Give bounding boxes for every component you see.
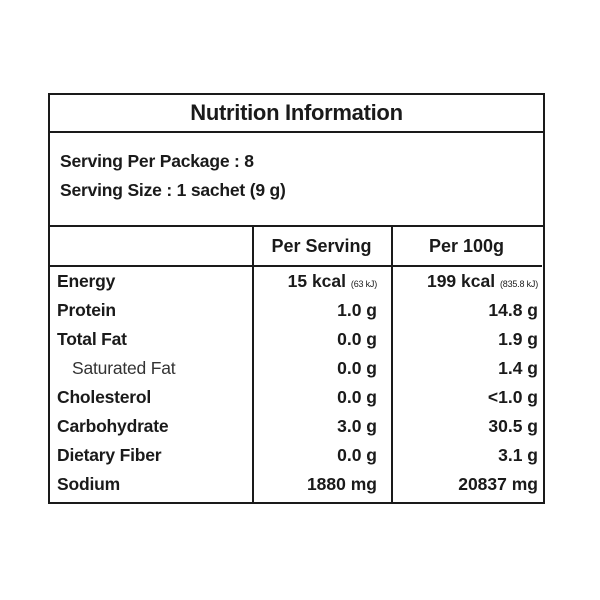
servings-per-package: Serving Per Package : 8 bbox=[60, 151, 254, 171]
column-divider bbox=[391, 227, 393, 502]
nutrient-name: Total Fat bbox=[57, 329, 127, 349]
per-100g-value: 1.9 g bbox=[498, 329, 538, 349]
table-row: Sodium 1880 mg 20837 mg bbox=[50, 470, 543, 499]
per-100g-value: 199 kcal (835.8 kJ) bbox=[426, 271, 538, 291]
per-serving-value: 3.0 g bbox=[337, 416, 377, 436]
per-100g-header: Per 100g bbox=[391, 227, 542, 267]
nutrient-name: Dietary Fiber bbox=[57, 445, 162, 465]
per-100g-value: 20837 mg bbox=[458, 474, 538, 494]
per-serving-value: 0.0 g bbox=[337, 358, 377, 378]
per-100g-value: 30.5 g bbox=[488, 416, 538, 436]
panel-title: Nutrition Information bbox=[50, 95, 543, 133]
serving-info: Serving Per Package : 8 Serving Size : 1… bbox=[50, 131, 543, 227]
per-100g-value: 14.8 g bbox=[488, 300, 538, 320]
column-divider bbox=[252, 227, 254, 502]
per-100g-note: (835.8 kJ) bbox=[499, 279, 538, 289]
nutrient-name: Cholesterol bbox=[57, 387, 152, 407]
nutrient-name: Carbohydrate bbox=[57, 416, 169, 436]
table-row: Total Fat 0.0 g 1.9 g bbox=[50, 325, 543, 354]
per-serving-header: Per Serving bbox=[252, 227, 391, 267]
nutrient-rows: Energy 15 kcal (63 kJ) 199 kcal (835.8 k… bbox=[50, 267, 543, 499]
per-serving-value: 0.0 g bbox=[337, 445, 377, 465]
nutrient-name: Protein bbox=[57, 300, 116, 320]
table-row: Energy 15 kcal (63 kJ) 199 kcal (835.8 k… bbox=[50, 267, 543, 296]
per-100g-value: 1.4 g bbox=[498, 358, 538, 378]
nutrient-name: Sodium bbox=[57, 474, 120, 494]
nutrient-name: Saturated Fat bbox=[72, 358, 176, 378]
per-serving-note: (63 kJ) bbox=[350, 279, 377, 289]
table-row: Protein 1.0 g 14.8 g bbox=[50, 296, 543, 325]
per-serving-value: 0.0 g bbox=[337, 329, 377, 349]
nutrient-header-blank bbox=[50, 227, 252, 267]
table-row: Carbohydrate 3.0 g 30.5 g bbox=[50, 412, 543, 441]
per-100g-value: 3.1 g bbox=[498, 445, 538, 465]
table-row: Cholesterol 0.0 g <1.0 g bbox=[50, 383, 543, 412]
table-row: Saturated Fat 0.0 g 1.4 g bbox=[50, 354, 543, 383]
per-serving-value: 1880 mg bbox=[306, 474, 377, 494]
per-serving-value: 0.0 g bbox=[337, 387, 377, 407]
per-serving-value: 1.0 g bbox=[337, 300, 377, 320]
per-serving-value: 15 kcal (63 kJ) bbox=[287, 271, 378, 291]
nutrition-panel: Nutrition Information Serving Per Packag… bbox=[48, 93, 545, 504]
serving-size: Serving Size : 1 sachet (9 g) bbox=[60, 180, 286, 200]
table-row: Dietary Fiber 0.0 g 3.1 g bbox=[50, 441, 543, 470]
nutrient-name: Energy bbox=[57, 271, 116, 291]
per-100g-value: <1.0 g bbox=[487, 387, 538, 407]
